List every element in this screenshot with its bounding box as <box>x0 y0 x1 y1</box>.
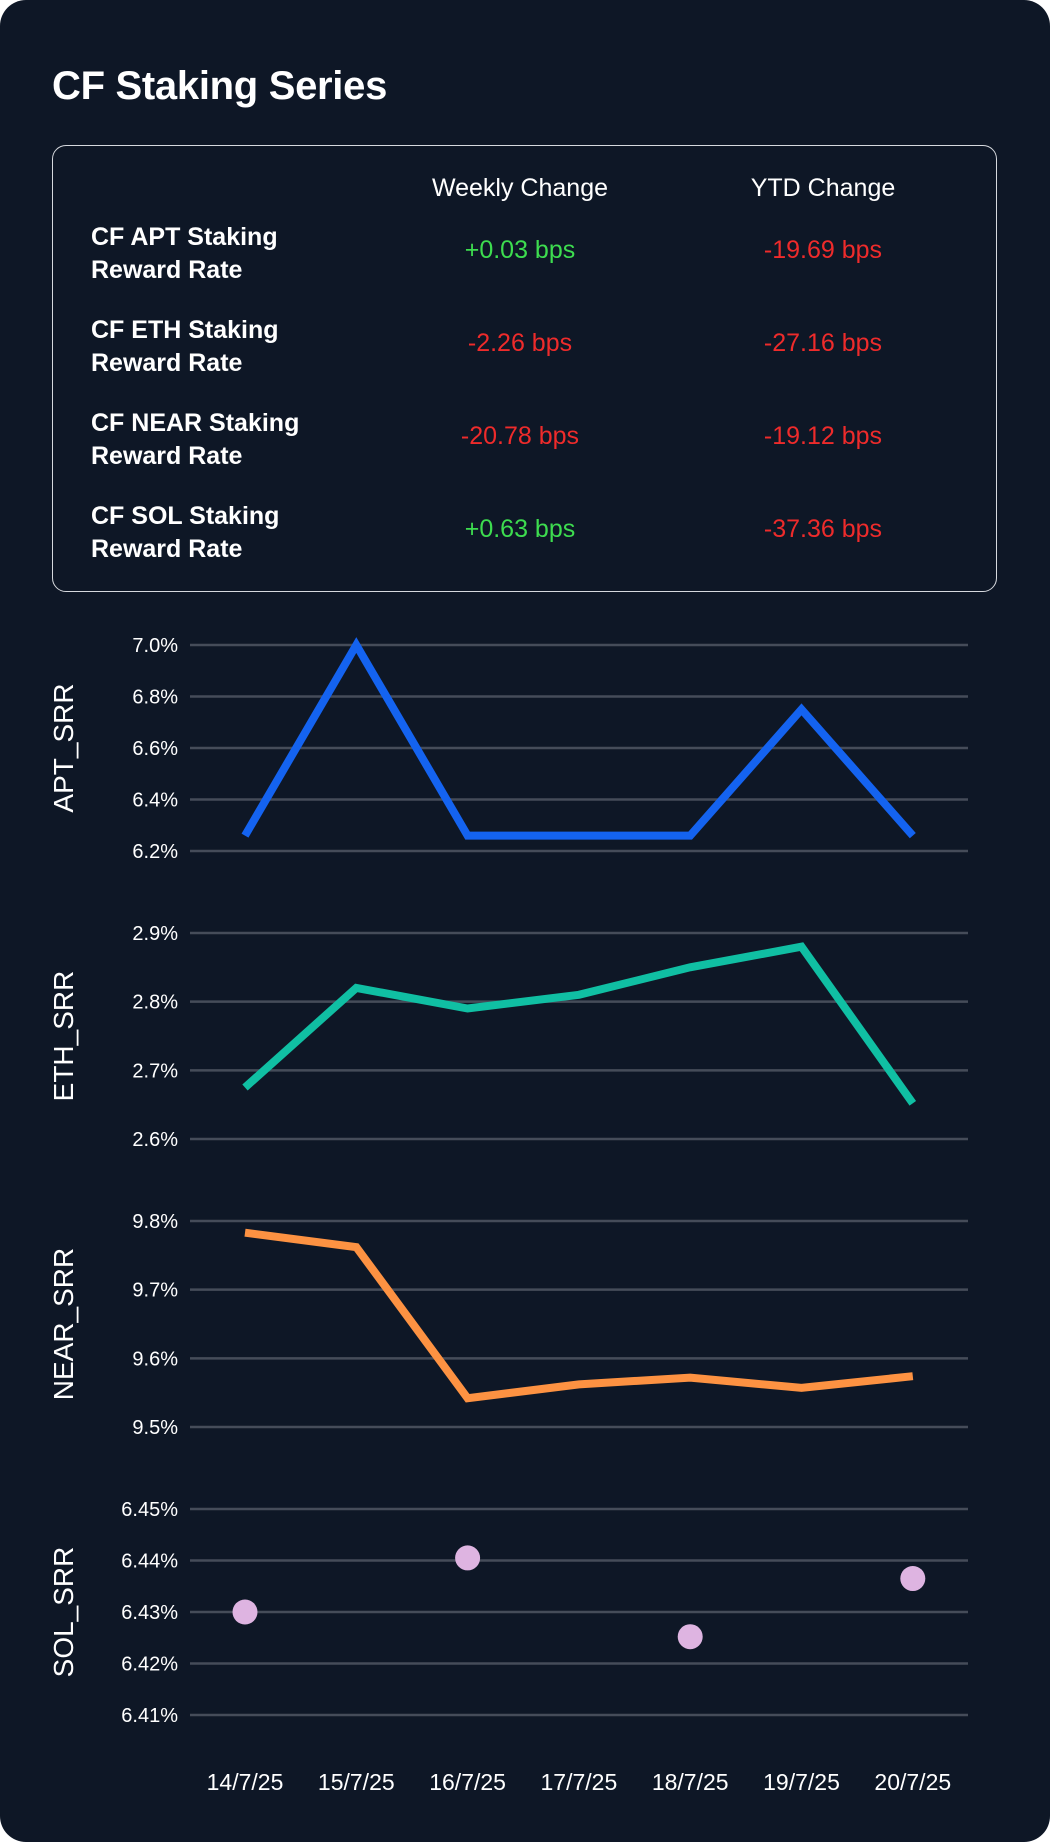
x-tick-label: 19/7/25 <box>763 1769 840 1795</box>
y-tick-label: 6.6% <box>132 738 178 760</box>
y-tick-label: 2.6% <box>132 1129 178 1151</box>
weekly-change-value: +0.63 bps <box>464 515 576 543</box>
y-tick-label: 9.5% <box>132 1417 178 1439</box>
row-label: CF APT Staking Reward Rate <box>91 221 351 287</box>
x-tick-label: 15/7/25 <box>318 1769 395 1795</box>
y-tick-label: 9.8% <box>132 1211 178 1233</box>
summary-row-apt: CF APT Staking Reward Rate +0.03 bps -19… <box>53 221 996 291</box>
y-tick-label: 2.9% <box>132 923 178 945</box>
row-label-line1: CF SOL Staking <box>91 502 280 530</box>
y-tick-label: 9.7% <box>132 1280 178 1302</box>
data-point <box>455 1545 481 1571</box>
ytd-change-value: -19.69 bps <box>763 236 883 264</box>
ytd-change-value: -37.36 bps <box>763 515 883 543</box>
series-line-apt_srr <box>241 637 916 840</box>
row-label-line2: Reward Rate <box>91 349 243 377</box>
data-point <box>232 1599 258 1625</box>
y-tick-label: 6.44% <box>121 1551 178 1573</box>
y-tick-label: 2.7% <box>132 1060 178 1082</box>
data-point <box>900 1566 926 1592</box>
x-tick-label: 14/7/25 <box>207 1769 284 1795</box>
weekly-change-header: Weekly Change <box>431 174 609 202</box>
summary-row-eth: CF ETH Staking Reward Rate -2.26 bps -27… <box>53 314 996 384</box>
weekly-change-value: -2.26 bps <box>467 329 573 357</box>
series-line-eth_srr <box>242 942 917 1106</box>
row-label: CF NEAR Staking Reward Rate <box>91 407 351 473</box>
series-axis-label: SOL_SRR <box>48 1547 79 1678</box>
series-axis-label: NEAR_SRR <box>48 1248 79 1400</box>
y-tick-label: 7.0% <box>132 635 178 657</box>
series-line-near_srr <box>244 1228 914 1403</box>
series-axis-label: APT_SRR <box>48 683 79 812</box>
y-tick-label: 6.8% <box>132 687 178 709</box>
weekly-change-value: +0.03 bps <box>464 236 576 264</box>
y-tick-label: 6.2% <box>132 841 178 863</box>
x-tick-label: 18/7/25 <box>652 1769 729 1795</box>
x-tick-label: 17/7/25 <box>541 1769 618 1795</box>
row-label-line2: Reward Rate <box>91 535 243 563</box>
page-title: CF Staking Series <box>52 64 388 108</box>
ytd-change-value: -19.12 bps <box>763 422 883 450</box>
summary-table: Weekly Change YTD Change CF APT Staking … <box>52 145 997 592</box>
row-label-line2: Reward Rate <box>91 442 243 470</box>
summary-row-near: CF NEAR Staking Reward Rate -20.78 bps -… <box>53 407 996 477</box>
row-label: CF SOL Staking Reward Rate <box>91 500 351 566</box>
weekly-change-value: -20.78 bps <box>460 422 580 450</box>
ytd-change-header: YTD Change <box>750 174 896 202</box>
y-tick-label: 9.6% <box>132 1348 178 1370</box>
data-point <box>677 1624 703 1650</box>
summary-row-sol: CF SOL Staking Reward Rate +0.63 bps -37… <box>53 500 996 570</box>
staking-rate-chart: 6.2% 6.4% 6.6% 6.8% 7.0% APT_SRR 2.6% 2.7% 2.8% 2… <box>48 635 968 1795</box>
row-label-line1: CF ETH Staking <box>91 316 279 344</box>
y-tick-label: 6.41% <box>121 1705 178 1727</box>
x-tick-label: 20/7/25 <box>874 1769 951 1795</box>
ytd-change-value: -27.16 bps <box>763 329 883 357</box>
y-tick-label: 6.45% <box>121 1499 178 1521</box>
row-label: CF ETH Staking Reward Rate <box>91 314 351 380</box>
series-axis-label: ETH_SRR <box>48 971 79 1102</box>
y-tick-label: 6.43% <box>121 1602 178 1624</box>
y-tick-label: 6.42% <box>121 1654 178 1676</box>
x-tick-label: 16/7/25 <box>429 1769 506 1795</box>
y-tick-label: 2.8% <box>132 992 178 1014</box>
row-label-line1: CF NEAR Staking <box>91 409 300 437</box>
row-label-line1: CF APT Staking <box>91 223 278 251</box>
y-tick-label: 6.4% <box>132 790 178 812</box>
row-label-line2: Reward Rate <box>91 256 243 284</box>
